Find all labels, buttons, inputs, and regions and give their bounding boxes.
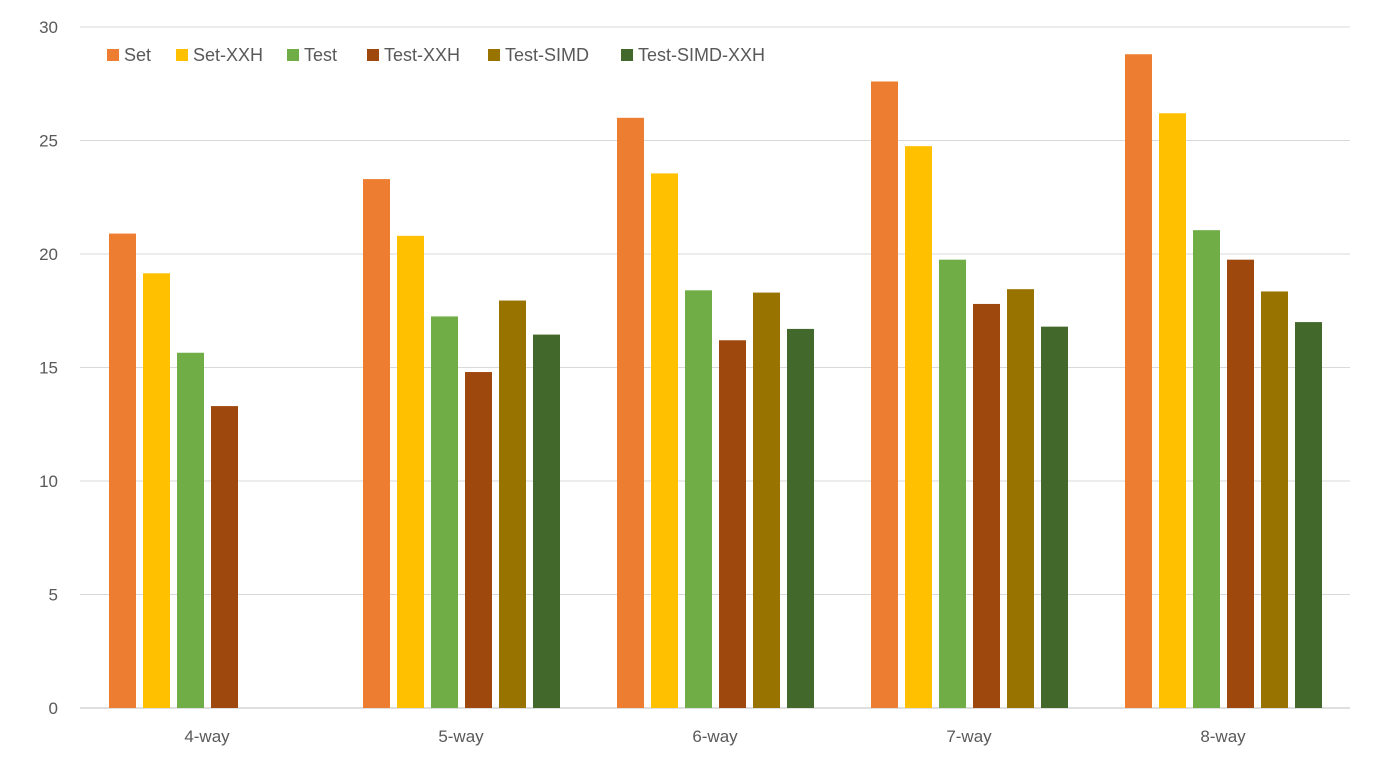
bar-test-simd-7-way	[1007, 289, 1034, 708]
x-tick-label-7-way: 7-way	[946, 727, 992, 746]
bar-test-5-way	[431, 316, 458, 708]
legend-label-set: Set	[124, 45, 151, 65]
legend-swatch-test-xxh	[367, 49, 379, 61]
y-tick-label-30: 30	[39, 18, 58, 37]
legend-label-test-simd-xxh: Test-SIMD-XXH	[638, 45, 765, 65]
bar-set-xxh-7-way	[905, 146, 932, 709]
legend-label-test-xxh: Test-XXH	[384, 45, 460, 65]
bar-test-simd-xxh-5-way	[533, 334, 560, 708]
bar-test-simd-6-way	[753, 292, 780, 708]
legend-swatch-test-simd-xxh	[621, 49, 633, 61]
bar-set-4-way	[109, 233, 136, 708]
axes: 0 5 10 15 20 25 30 4-way 5-way 6-way 7-way 8-way	[39, 18, 1350, 746]
bar-set-7-way	[871, 81, 898, 709]
x-tick-label-4-way: 4-way	[184, 727, 230, 746]
bar-test-8-way	[1193, 230, 1220, 709]
x-tick-label-6-way: 6-way	[692, 727, 738, 746]
bar-set-xxh-8-way	[1159, 113, 1186, 708]
x-tick-label-8-way: 8-way	[1200, 727, 1246, 746]
x-tick-label-5-way: 5-way	[438, 727, 484, 746]
bar-set-6-way	[617, 117, 644, 709]
legend-swatch-set	[107, 49, 119, 61]
legend-swatch-set-xxh	[176, 49, 188, 61]
bar-test-xxh-4-way	[211, 406, 238, 708]
bar-set-xxh-4-way	[143, 273, 170, 708]
y-tick-label-5: 5	[49, 586, 58, 605]
bar-test-simd-xxh-8-way	[1295, 322, 1322, 708]
y-tick-label-15: 15	[39, 359, 58, 378]
bar-test-simd-xxh-7-way	[1041, 326, 1068, 708]
bar-test-xxh-8-way	[1227, 259, 1254, 708]
bar-set-5-way	[363, 179, 390, 709]
bar-set-8-way	[1125, 54, 1152, 709]
bar-test-simd-8-way	[1261, 291, 1288, 708]
y-tick-label-25: 25	[39, 132, 58, 151]
bar-test-simd-5-way	[499, 300, 526, 708]
legend-label-test: Test	[304, 45, 337, 65]
bar-test-7-way	[939, 259, 966, 708]
legend-label-set-xxh: Set-XXH	[193, 45, 263, 65]
bar-test-simd-xxh-6-way	[787, 328, 814, 708]
bar-test-xxh-7-way	[973, 303, 1000, 708]
y-tick-label-20: 20	[39, 245, 58, 264]
bar-test-6-way	[685, 290, 712, 708]
legend-swatch-test-simd	[488, 49, 500, 61]
bar-test-xxh-6-way	[719, 340, 746, 708]
bar-set-xxh-6-way	[651, 173, 678, 709]
bars	[109, 54, 1322, 709]
bar-test-xxh-5-way	[465, 372, 492, 708]
bar-test-4-way	[177, 352, 204, 708]
bar-set-xxh-5-way	[397, 235, 424, 708]
legend-label-test-simd: Test-SIMD	[505, 45, 589, 65]
y-tick-label-0: 0	[49, 699, 58, 718]
legend: Set Set-XXH Test Test-XXH Test-SIMD Test-SIMD…	[107, 45, 765, 65]
y-tick-label-10: 10	[39, 472, 58, 491]
legend-swatch-test	[287, 49, 299, 61]
